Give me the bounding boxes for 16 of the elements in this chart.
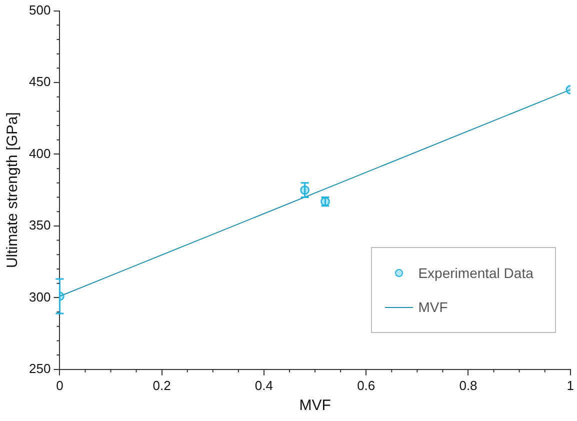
x-tick-label: 0 (56, 378, 64, 393)
y-tick-label: 350 (28, 218, 51, 233)
y-tick-label: 450 (28, 74, 51, 90)
y-tick-label: 400 (28, 146, 51, 161)
x-tick-label: 1 (566, 378, 574, 393)
x-tick-label: 0.4 (254, 378, 274, 393)
legend-label: Experimental Data (418, 265, 534, 282)
x-tick-label: 0.2 (152, 378, 171, 393)
y-tick-label: 500 (28, 2, 51, 18)
y-tick-label: 250 (28, 360, 51, 376)
x-tick-label: 0.6 (357, 378, 376, 393)
y-tick-label: 300 (28, 289, 51, 304)
y-axis-title: Ultimate strength [GPa] (4, 112, 22, 268)
x-axis-title: MVF (299, 397, 331, 414)
x-tick-label: 0.8 (459, 378, 478, 393)
legend-label: MVF (418, 299, 448, 316)
